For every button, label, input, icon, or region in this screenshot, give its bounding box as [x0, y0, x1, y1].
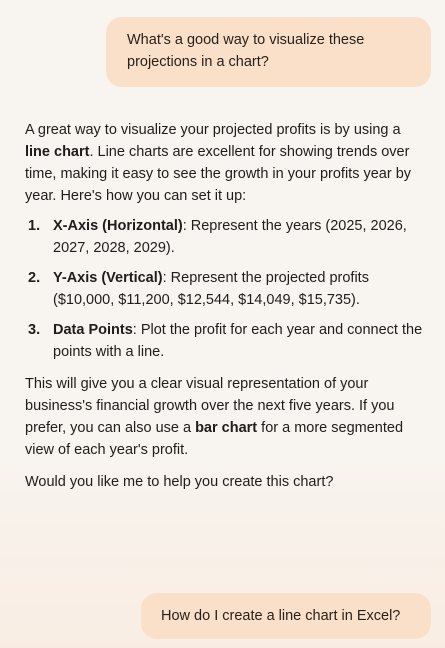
summary-text-start: This will give you a clear visual repres…	[25, 376, 395, 436]
assistant-intro-paragraph: A great way to visualize your projected …	[25, 119, 425, 207]
user-message-bubble: What's a good way to visualize these pro…	[106, 17, 431, 87]
step-number: 2.	[28, 270, 41, 286]
assistant-message: A great way to visualize your projected …	[25, 119, 425, 493]
intro-bold-term: line chart	[25, 144, 90, 160]
intro-text-start: A great way to visualize your projected …	[25, 122, 401, 138]
step-term: Y-Axis (Vertical)	[53, 270, 163, 286]
summary-text-end: for a more segmented view of each year's…	[25, 420, 404, 458]
steps-list: 1. X-Axis (Horizontal): Represent the yea…	[25, 215, 425, 363]
assistant-summary-paragraph: This will give you a clear visual repres…	[25, 373, 425, 461]
summary-bold-term: bar chart	[195, 420, 258, 436]
list-item: 2. Y-Axis (Vertical): Represent the proje…	[25, 267, 425, 311]
user-message-text: How do I create a line chart in Excel?	[161, 608, 401, 624]
intro-text-end: . Line charts are excellent for showing …	[25, 144, 412, 204]
step-number: 3.	[28, 322, 41, 338]
step-text: : Plot the profit for each year and conn…	[53, 322, 423, 360]
user-message-text: What's a good way to visualize these pro…	[127, 32, 365, 70]
list-item: 1. X-Axis (Horizontal): Represent the yea…	[25, 215, 425, 259]
list-item: 3. Data Points: Plot the profit for each …	[25, 319, 425, 363]
step-number: 1.	[28, 218, 41, 234]
step-text: : Represent the projected profits ($10,0…	[53, 270, 369, 308]
assistant-follow-up-question: Would you like me to help you create thi…	[25, 474, 334, 490]
user-message-bubble: How do I create a line chart in Excel?	[141, 593, 431, 639]
step-term: X-Axis (Horizontal)	[53, 218, 183, 234]
step-text: : Represent the years (2025, 2026, 2027,…	[53, 218, 407, 256]
step-term: Data Points	[53, 322, 133, 338]
